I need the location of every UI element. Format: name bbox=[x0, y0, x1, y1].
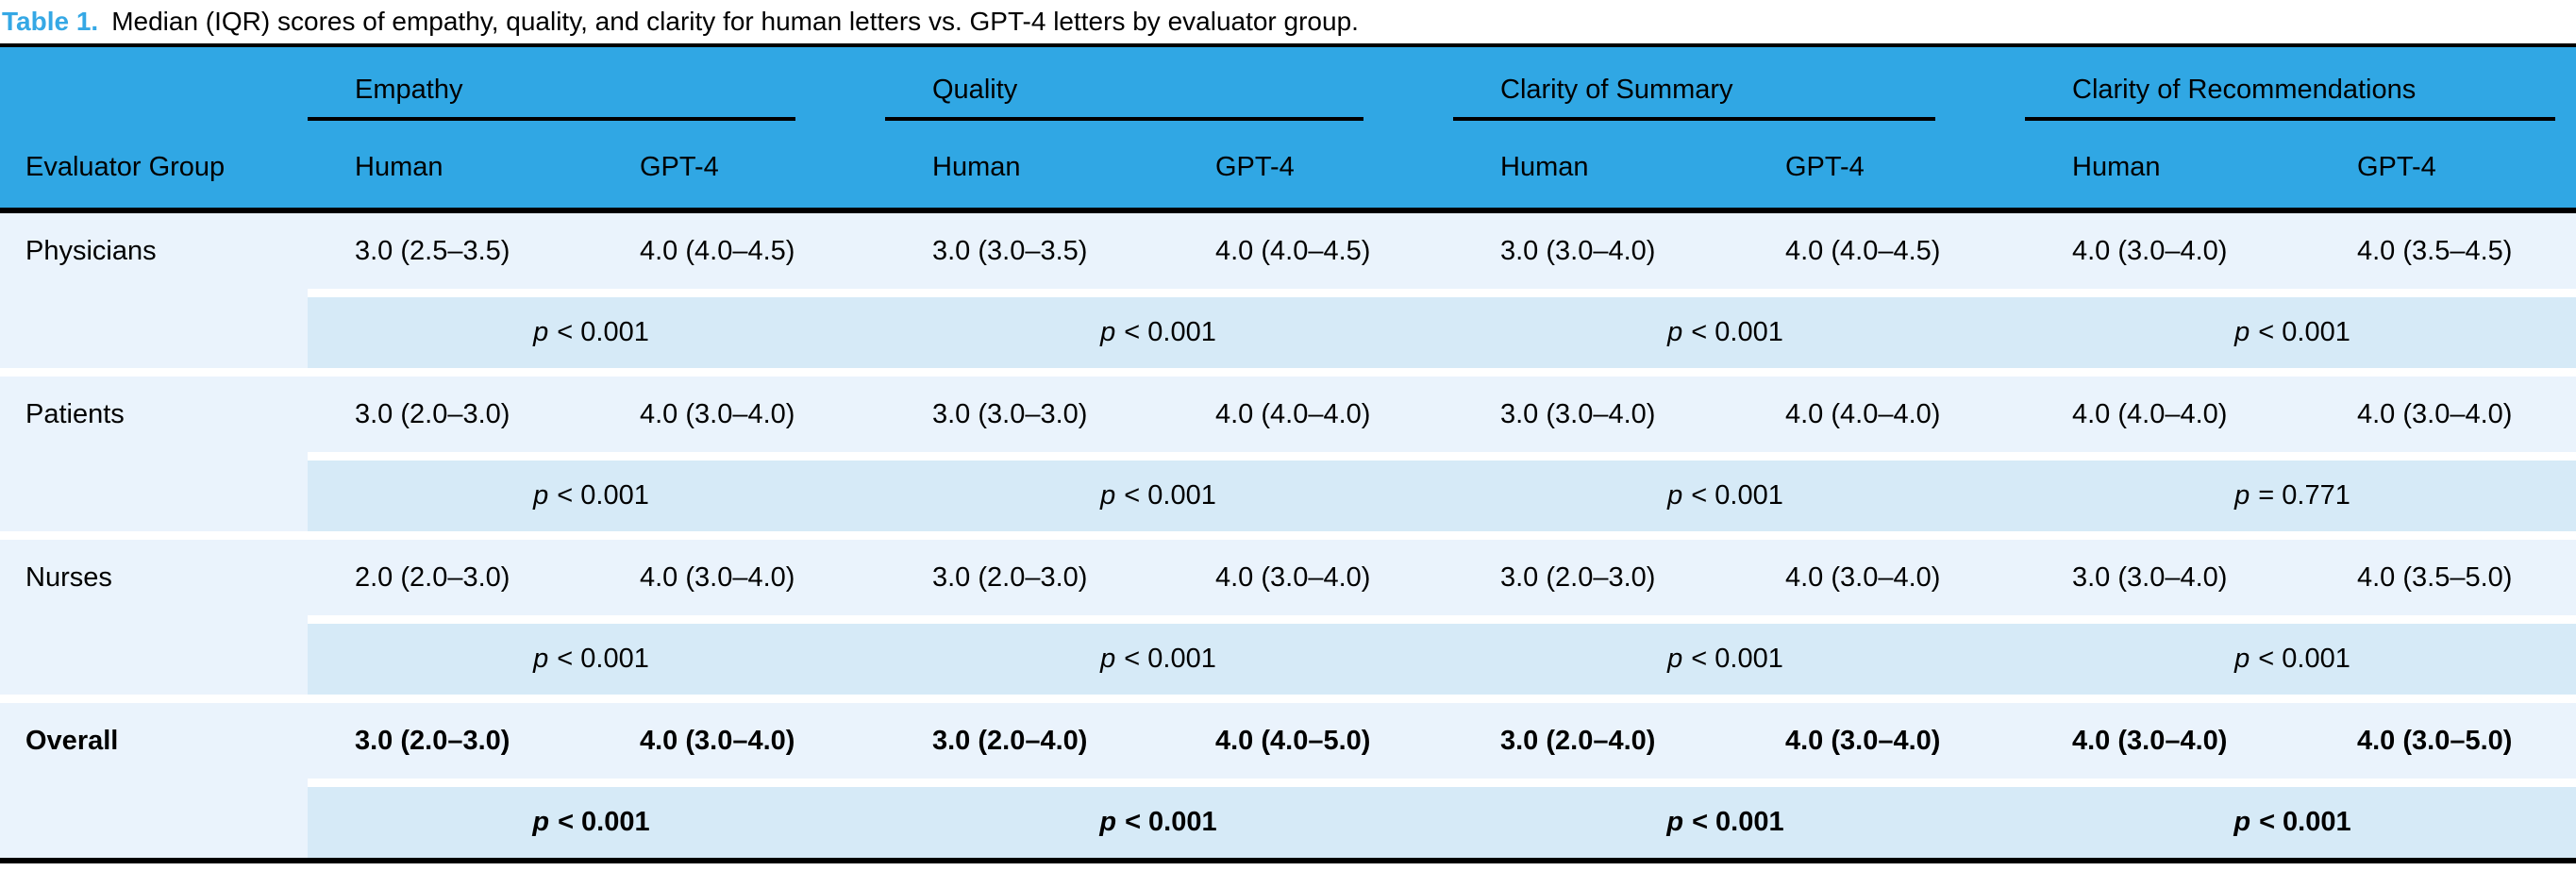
p-patients-empathy: p < 0.001 bbox=[533, 480, 649, 511]
header-group-empathy: Empathy bbox=[308, 75, 885, 121]
row-physicians: Physicians 3.0 (2.5–3.5) 4.0 (4.0–4.5) 3… bbox=[0, 213, 2576, 289]
cell-nurses-quality-human: 3.0 (2.0–3.0) bbox=[932, 561, 1088, 593]
cell-patients-empathy-human: 3.0 (2.0–3.0) bbox=[355, 398, 510, 429]
cell-overall-clarity-summary-gpt4: 4.0 (3.0–4.0) bbox=[1785, 725, 1941, 756]
header-clarity-summary-human: Human bbox=[1500, 152, 1589, 182]
p-row-overall: p < 0.001 p < 0.001 p < 0.001 p < 0.001 bbox=[0, 779, 2576, 858]
cell-nurses-clarity-summary-gpt4: 4.0 (3.0–4.0) bbox=[1785, 561, 1941, 593]
table-top-rule bbox=[0, 43, 2576, 47]
cell-physicians-clarity-recommendations-gpt4: 4.0 (3.5–4.5) bbox=[2357, 235, 2513, 266]
cell-physicians-clarity-summary-human: 3.0 (3.0–4.0) bbox=[1500, 235, 1656, 266]
cell-physicians-quality-human: 3.0 (3.0–3.5) bbox=[932, 235, 1088, 266]
cell-overall-quality-gpt4: 4.0 (4.0–5.0) bbox=[1215, 725, 1371, 756]
p-band-nurses: p < 0.001 p < 0.001 p < 0.001 p < 0.001 bbox=[308, 624, 2576, 695]
cell-nurses-quality-gpt4: 4.0 (3.0–4.0) bbox=[1215, 561, 1371, 593]
row-label-physicians: Physicians bbox=[25, 235, 157, 266]
p-overall-empathy: p < 0.001 bbox=[532, 807, 650, 837]
p-physicians-clarity-summary: p < 0.001 bbox=[1667, 317, 1783, 347]
row-nurses: Nurses 2.0 (2.0–3.0) 4.0 (3.0–4.0) 3.0 (… bbox=[0, 540, 2576, 615]
table-header-group-row: Empathy Quality Clarity of Summary Clari… bbox=[0, 47, 2576, 121]
header-evaluator-group: Evaluator Group bbox=[25, 152, 226, 182]
table-header-column-row: Evaluator Group Human GPT-4 Human GPT-4 … bbox=[0, 121, 2576, 208]
p-row-spacer bbox=[0, 779, 308, 858]
p-row-spacer bbox=[0, 615, 308, 695]
cell-nurses-empathy-gpt4: 4.0 (3.0–4.0) bbox=[640, 561, 795, 593]
p-row-nurses: p < 0.001 p < 0.001 p < 0.001 p < 0.001 bbox=[0, 615, 2576, 695]
row-label-overall: Overall bbox=[25, 725, 119, 756]
cell-patients-clarity-summary-gpt4: 4.0 (4.0–4.0) bbox=[1785, 398, 1941, 429]
p-overall-clarity-summary: p < 0.001 bbox=[1666, 807, 1784, 837]
p-nurses-empathy: p < 0.001 bbox=[533, 644, 649, 674]
cell-patients-clarity-recommendations-gpt4: 4.0 (3.0–4.0) bbox=[2357, 398, 2513, 429]
cell-physicians-clarity-summary-gpt4: 4.0 (4.0–4.5) bbox=[1785, 235, 1941, 266]
header-clarity-recommendations-human: Human bbox=[2072, 152, 2161, 182]
cell-physicians-empathy-human: 3.0 (2.5–3.5) bbox=[355, 235, 510, 266]
table-header: Empathy Quality Clarity of Summary Clari… bbox=[0, 47, 2576, 208]
row-gap bbox=[0, 368, 2576, 377]
cell-physicians-clarity-recommendations-human: 4.0 (3.0–4.0) bbox=[2072, 235, 2228, 266]
cell-physicians-quality-gpt4: 4.0 (4.0–4.5) bbox=[1215, 235, 1371, 266]
p-overall-clarity-recommendations: p < 0.001 bbox=[2233, 807, 2351, 837]
cell-nurses-clarity-recommendations-human: 3.0 (3.0–4.0) bbox=[2072, 561, 2228, 593]
p-band-patients: p < 0.001 p < 0.001 p < 0.001 p = 0.771 bbox=[308, 461, 2576, 531]
header-group-clarity-recommendations: Clarity of Recommendations bbox=[2025, 75, 2576, 121]
row-patients: Patients 3.0 (2.0–3.0) 4.0 (3.0–4.0) 3.0… bbox=[0, 377, 2576, 452]
cell-overall-clarity-summary-human: 3.0 (2.0–4.0) bbox=[1500, 725, 1656, 756]
header-empathy-human: Human bbox=[355, 152, 443, 182]
header-clarity-recommendations-gpt4: GPT-4 bbox=[2357, 152, 2436, 182]
row-gap bbox=[0, 531, 2576, 540]
results-table: Empathy Quality Clarity of Summary Clari… bbox=[0, 43, 2576, 863]
table-header-rule bbox=[0, 208, 2576, 213]
header-group-underline bbox=[308, 117, 795, 121]
p-physicians-clarity-recommendations: p < 0.001 bbox=[2234, 317, 2350, 347]
cell-patients-clarity-summary-human: 3.0 (3.0–4.0) bbox=[1500, 398, 1656, 429]
table-bottom-rule bbox=[0, 858, 2576, 863]
cell-patients-quality-human: 3.0 (3.0–3.0) bbox=[932, 398, 1088, 429]
cell-nurses-clarity-summary-human: 3.0 (2.0–3.0) bbox=[1500, 561, 1656, 593]
header-group-quality: Quality bbox=[885, 75, 1453, 121]
p-nurses-clarity-summary: p < 0.001 bbox=[1667, 644, 1783, 674]
cell-patients-empathy-gpt4: 4.0 (3.0–4.0) bbox=[640, 398, 795, 429]
cell-nurses-clarity-recommendations-gpt4: 4.0 (3.5–5.0) bbox=[2357, 561, 2513, 593]
cell-patients-quality-gpt4: 4.0 (4.0–4.0) bbox=[1215, 398, 1371, 429]
p-nurses-quality: p < 0.001 bbox=[1100, 644, 1216, 674]
cell-overall-empathy-human: 3.0 (2.0–3.0) bbox=[355, 725, 510, 756]
header-quality-human: Human bbox=[932, 152, 1021, 182]
header-quality-gpt4: GPT-4 bbox=[1215, 152, 1295, 182]
cell-physicians-empathy-gpt4: 4.0 (4.0–4.5) bbox=[640, 235, 795, 266]
header-clarity-summary-gpt4: GPT-4 bbox=[1785, 152, 1865, 182]
p-patients-clarity-summary: p < 0.001 bbox=[1667, 480, 1783, 511]
header-group-underline bbox=[1453, 117, 1935, 121]
p-patients-clarity-recommendations: p = 0.771 bbox=[2234, 480, 2350, 511]
p-physicians-quality: p < 0.001 bbox=[1100, 317, 1216, 347]
cell-patients-clarity-recommendations-human: 4.0 (4.0–4.0) bbox=[2072, 398, 2228, 429]
row-gap bbox=[0, 695, 2576, 703]
cell-overall-quality-human: 3.0 (2.0–4.0) bbox=[932, 725, 1088, 756]
cell-nurses-empathy-human: 2.0 (2.0–3.0) bbox=[355, 561, 510, 593]
header-group-underline bbox=[2025, 117, 2555, 121]
cell-overall-clarity-recommendations-human: 4.0 (3.0–4.0) bbox=[2072, 725, 2228, 756]
header-group-clarity-summary: Clarity of Summary bbox=[1453, 75, 2025, 121]
table-caption-number: Table 1. bbox=[2, 7, 99, 36]
p-row-spacer bbox=[0, 289, 308, 368]
cell-overall-clarity-recommendations-gpt4: 4.0 (3.0–5.0) bbox=[2357, 725, 2513, 756]
header-group-underline bbox=[885, 117, 1363, 121]
table-caption: Table 1. Median (IQR) scores of empathy, … bbox=[2, 5, 1359, 39]
header-empathy-gpt4: GPT-4 bbox=[640, 152, 719, 182]
row-label-nurses: Nurses bbox=[25, 561, 112, 593]
table-caption-text: Median (IQR) scores of empathy, quality,… bbox=[111, 7, 1359, 36]
cell-overall-empathy-gpt4: 4.0 (3.0–4.0) bbox=[640, 725, 795, 756]
row-label-patients: Patients bbox=[25, 398, 125, 429]
p-overall-quality: p < 0.001 bbox=[1099, 807, 1217, 837]
row-overall: Overall 3.0 (2.0–3.0) 4.0 (3.0–4.0) 3.0 … bbox=[0, 703, 2576, 779]
p-band-physicians: p < 0.001 p < 0.001 p < 0.001 p < 0.001 bbox=[308, 297, 2576, 368]
p-nurses-clarity-recommendations: p < 0.001 bbox=[2234, 644, 2350, 674]
p-row-spacer bbox=[0, 452, 308, 531]
p-physicians-empathy: p < 0.001 bbox=[533, 317, 649, 347]
p-row-physicians: p < 0.001 p < 0.001 p < 0.001 p < 0.001 bbox=[0, 289, 2576, 368]
p-patients-quality: p < 0.001 bbox=[1100, 480, 1216, 511]
p-row-patients: p < 0.001 p < 0.001 p < 0.001 p = 0.771 bbox=[0, 452, 2576, 531]
p-band-overall: p < 0.001 p < 0.001 p < 0.001 p < 0.001 bbox=[308, 787, 2576, 858]
